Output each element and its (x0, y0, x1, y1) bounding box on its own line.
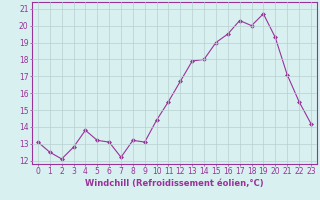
X-axis label: Windchill (Refroidissement éolien,°C): Windchill (Refroidissement éolien,°C) (85, 179, 264, 188)
